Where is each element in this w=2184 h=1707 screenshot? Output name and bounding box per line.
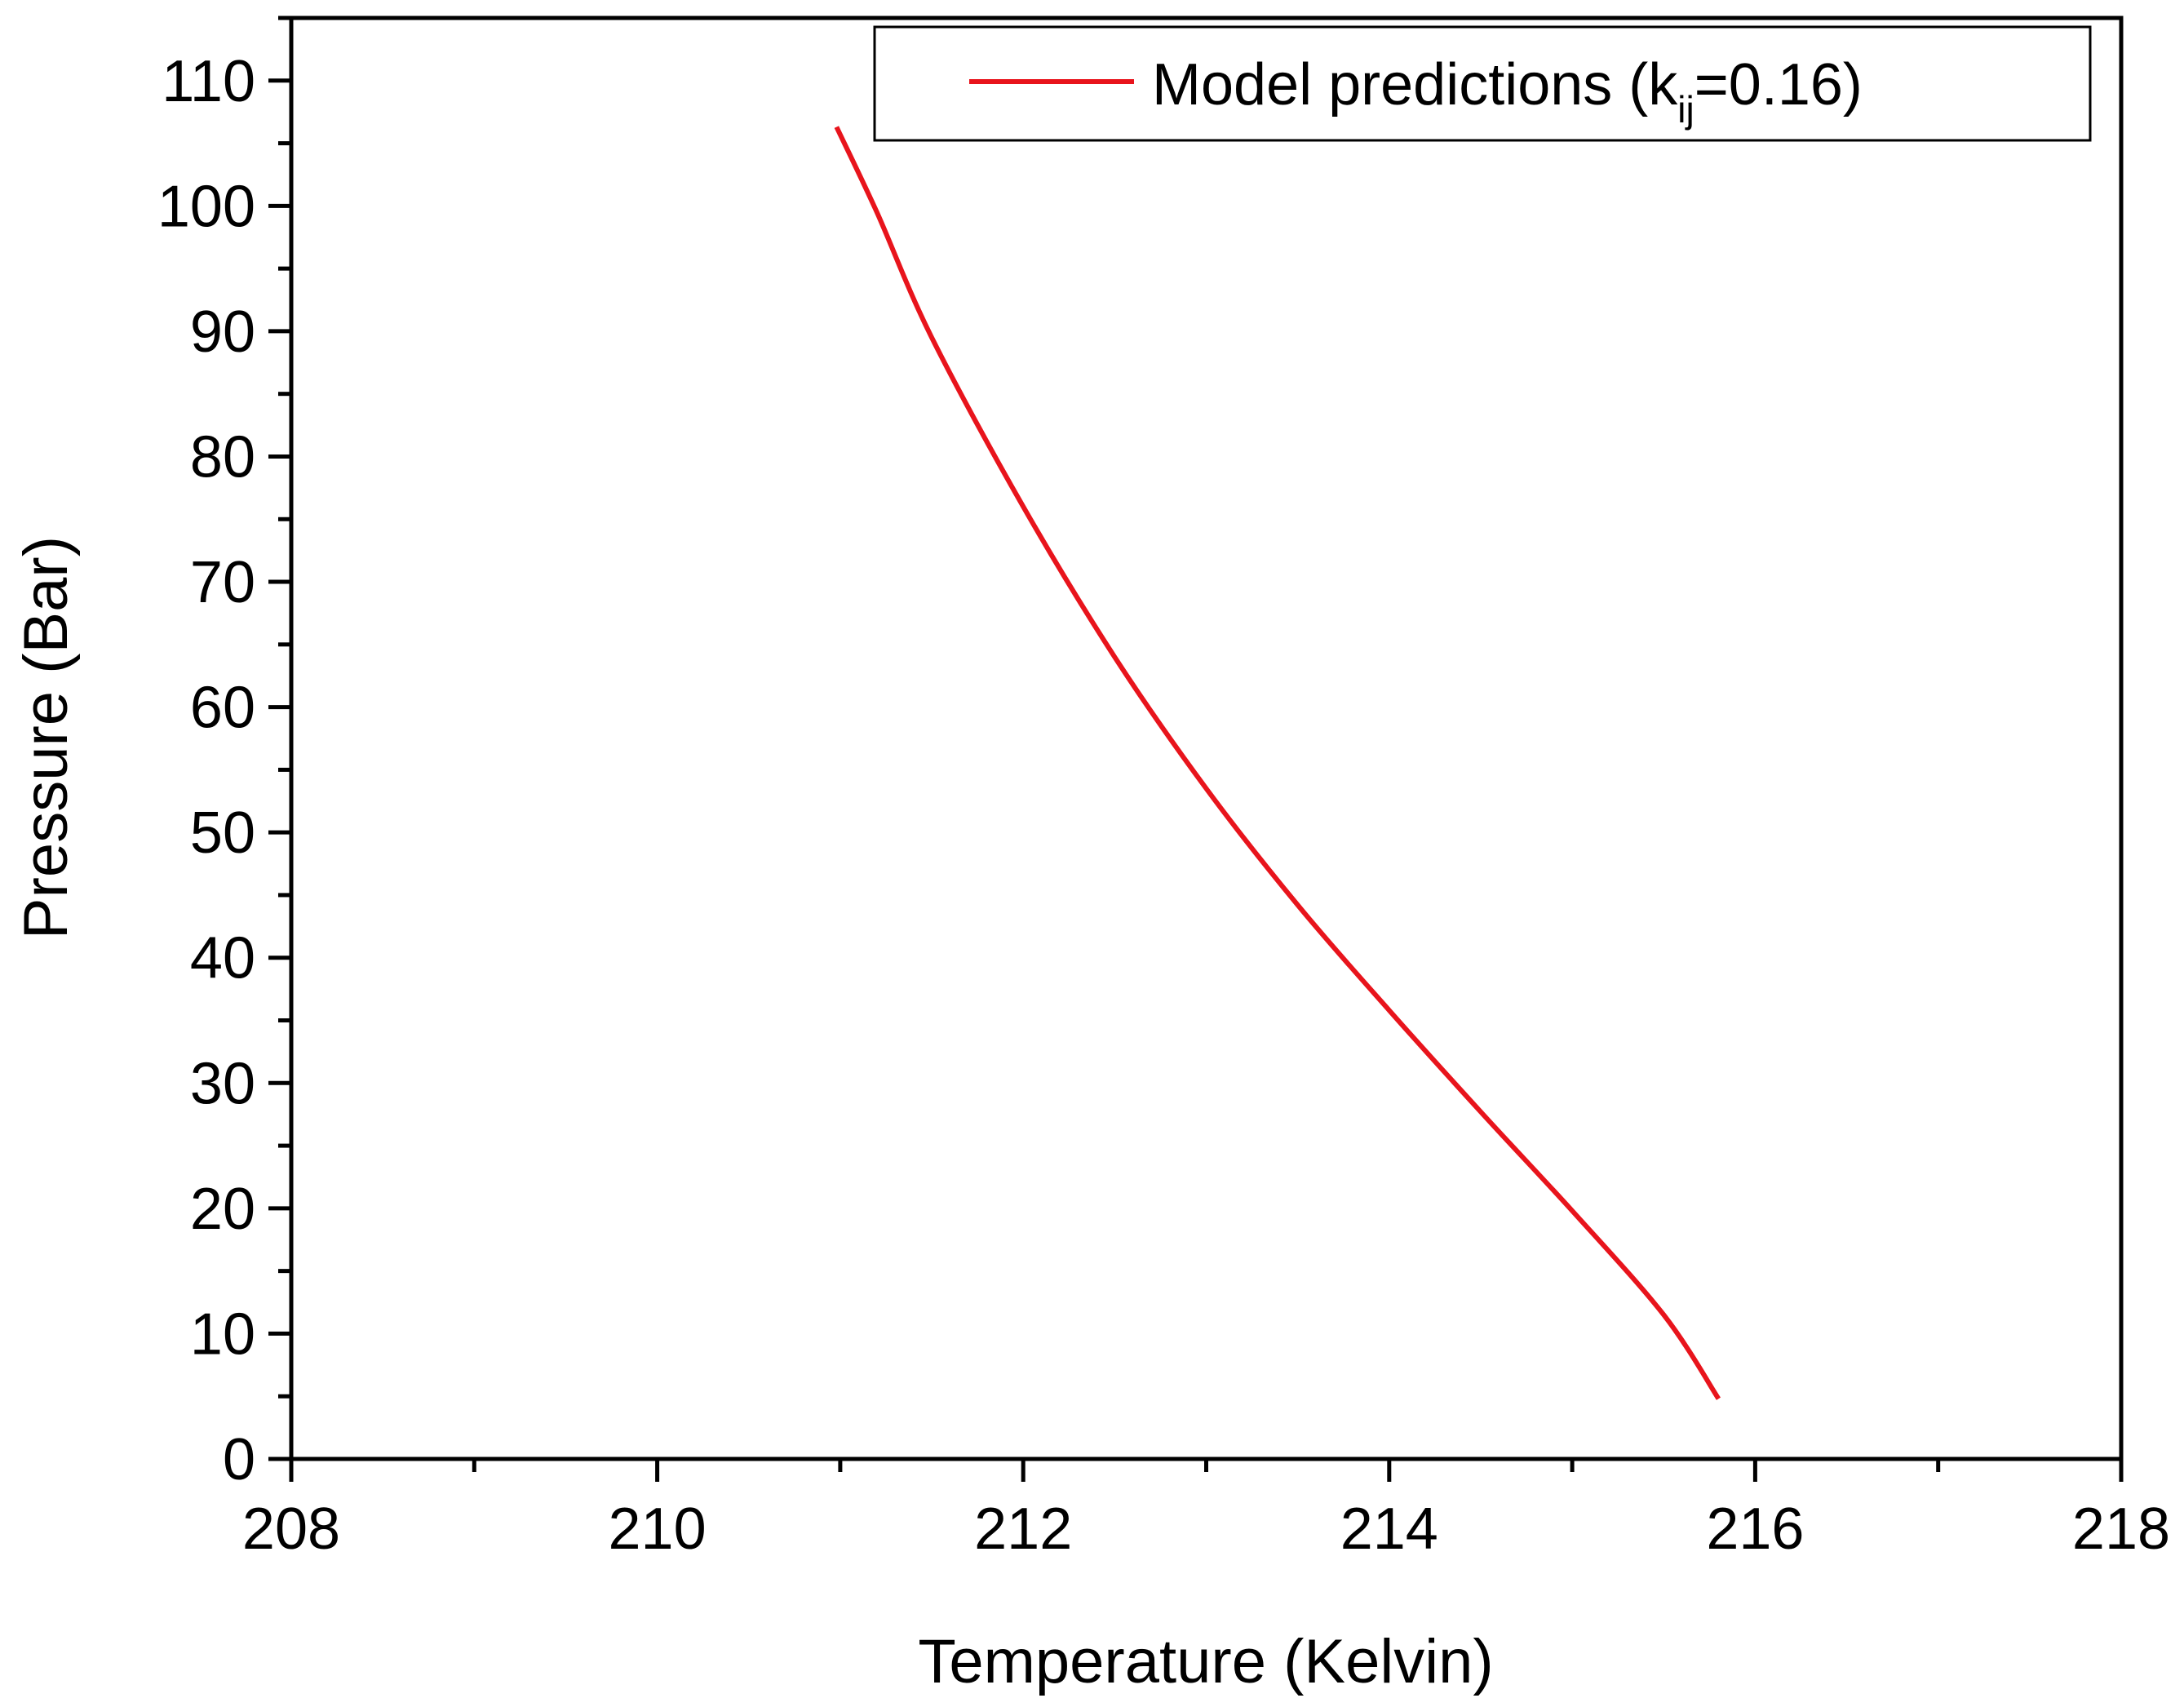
x-tick-label: 210 bbox=[609, 1496, 707, 1562]
legend-label-subscript: ij bbox=[1677, 88, 1694, 131]
x-tick-label: 208 bbox=[242, 1496, 340, 1562]
x-tick-label: 214 bbox=[1340, 1496, 1438, 1562]
x-tick-label: 218 bbox=[2072, 1496, 2170, 1562]
legend-label-prefix: Model predictions (k bbox=[1152, 52, 1678, 117]
x-tick-label: 212 bbox=[974, 1496, 1072, 1562]
y-tick-label: 30 bbox=[190, 1051, 255, 1116]
legend-label-model-predictions: Model predictions (kij=0.16) bbox=[1152, 52, 1863, 131]
y-tick-label: 60 bbox=[190, 676, 255, 741]
y-tick-label: 0 bbox=[223, 1427, 255, 1492]
y-tick-label: 110 bbox=[162, 49, 255, 114]
series-line-model-predictions bbox=[834, 126, 1721, 1400]
y-tick-label: 70 bbox=[190, 550, 255, 615]
legend: Model predictions (kij=0.16) bbox=[873, 25, 2092, 142]
y-tick-label: 20 bbox=[190, 1177, 255, 1242]
y-tick-label: 80 bbox=[190, 424, 255, 490]
y-tick-label: 40 bbox=[190, 926, 255, 991]
x-tick-label: 216 bbox=[1706, 1496, 1804, 1562]
y-axis-title: Pressure (Bar) bbox=[11, 536, 81, 939]
x-axis-title: Temperature (Kelvin) bbox=[918, 1627, 1493, 1696]
y-tick-label: 10 bbox=[190, 1301, 255, 1367]
plot-frame bbox=[289, 16, 2124, 1461]
y-tick-label: 90 bbox=[190, 299, 255, 365]
y-tick-label: 100 bbox=[157, 174, 255, 239]
legend-label-suffix: =0.16) bbox=[1694, 52, 1863, 117]
y-axis-ticks: 0 10 20 30 40 50 60 70 80 90 100 110 bbox=[157, 16, 291, 1492]
series-layer bbox=[834, 126, 1721, 1400]
x-axis-ticks: 208 210 212 214 216 218 bbox=[242, 1459, 2170, 1562]
y-tick-label: 50 bbox=[190, 800, 255, 866]
